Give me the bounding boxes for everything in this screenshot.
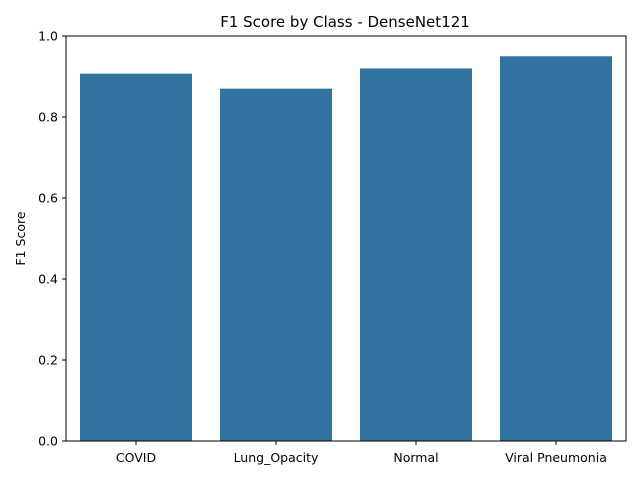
y-tick-label: 0.4 xyxy=(38,272,58,287)
bar-covid xyxy=(80,73,192,441)
bars-group xyxy=(80,56,612,442)
y-axis-label: F1 Score xyxy=(13,211,28,265)
y-tick-label: 0.8 xyxy=(38,110,58,125)
x-tick-label: Viral Pneumonia xyxy=(505,450,607,465)
y-tick-label: 0.6 xyxy=(38,191,58,206)
y-tick-label: 0.2 xyxy=(38,353,58,368)
plot-area: 0.0 0.2 0.4 0.6 0.8 1.0 COVID Lung_Opacity Norm… xyxy=(38,29,627,465)
x-tick-label: Normal xyxy=(393,450,438,465)
plot-frame xyxy=(65,35,627,442)
y-tick-label: 1.0 xyxy=(38,29,58,44)
y-axis-ticks: 0.0 0.2 0.4 0.6 0.8 1.0 xyxy=(38,29,66,449)
bar-lung-opacity xyxy=(220,88,332,442)
x-tick-label: Lung_Opacity xyxy=(234,450,319,465)
x-tick-label: COVID xyxy=(116,450,156,465)
x-axis-ticks: COVID Lung_Opacity Normal Viral Pneumonia xyxy=(116,441,607,465)
bar-normal xyxy=(360,68,472,442)
bar-viral-pneumonia xyxy=(500,56,612,441)
y-tick-label: 0.0 xyxy=(38,434,58,449)
chart-title: F1 Score by Class - DenseNet121 xyxy=(220,13,470,31)
